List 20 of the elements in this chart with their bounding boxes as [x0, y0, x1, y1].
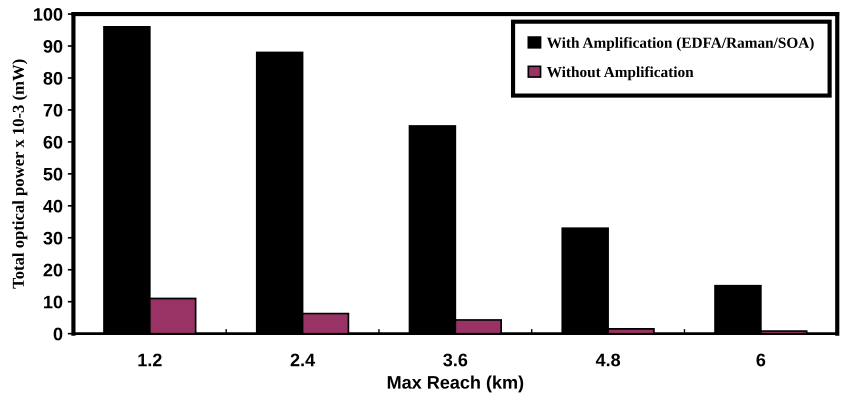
y-tick-label: 80 — [44, 72, 62, 85]
x-tick-label: 1.2 — [138, 354, 162, 366]
y-tick-label: 0 — [54, 328, 62, 340]
legend-label: With Amplification (EDFA/Raman/SOA) — [546, 36, 814, 51]
x-axis-title: Max Reach (km) — [388, 375, 524, 392]
y-tick-label: 90 — [44, 40, 62, 53]
x-tick-label: 4.8 — [596, 354, 620, 366]
y-tick-label: 100 — [34, 8, 62, 21]
x-tick-label: 3.6 — [443, 354, 468, 366]
y-tick-label: 70 — [44, 104, 62, 117]
y-tick-label: 20 — [44, 264, 62, 276]
y-axis-title: Total optical power x 10-3 (mW) — [12, 60, 28, 289]
legend-label: Without Amplification — [546, 66, 694, 80]
y-tick-label: 60 — [44, 136, 62, 149]
x-tick-label: 2.4 — [290, 354, 316, 366]
y-tick-label: 40 — [43, 200, 62, 213]
x-tick-label: 6 — [756, 354, 766, 366]
y-tick-label: 50 — [43, 168, 62, 181]
y-tick-label: 30 — [43, 232, 62, 245]
y-tick-label: 10 — [44, 296, 62, 308]
